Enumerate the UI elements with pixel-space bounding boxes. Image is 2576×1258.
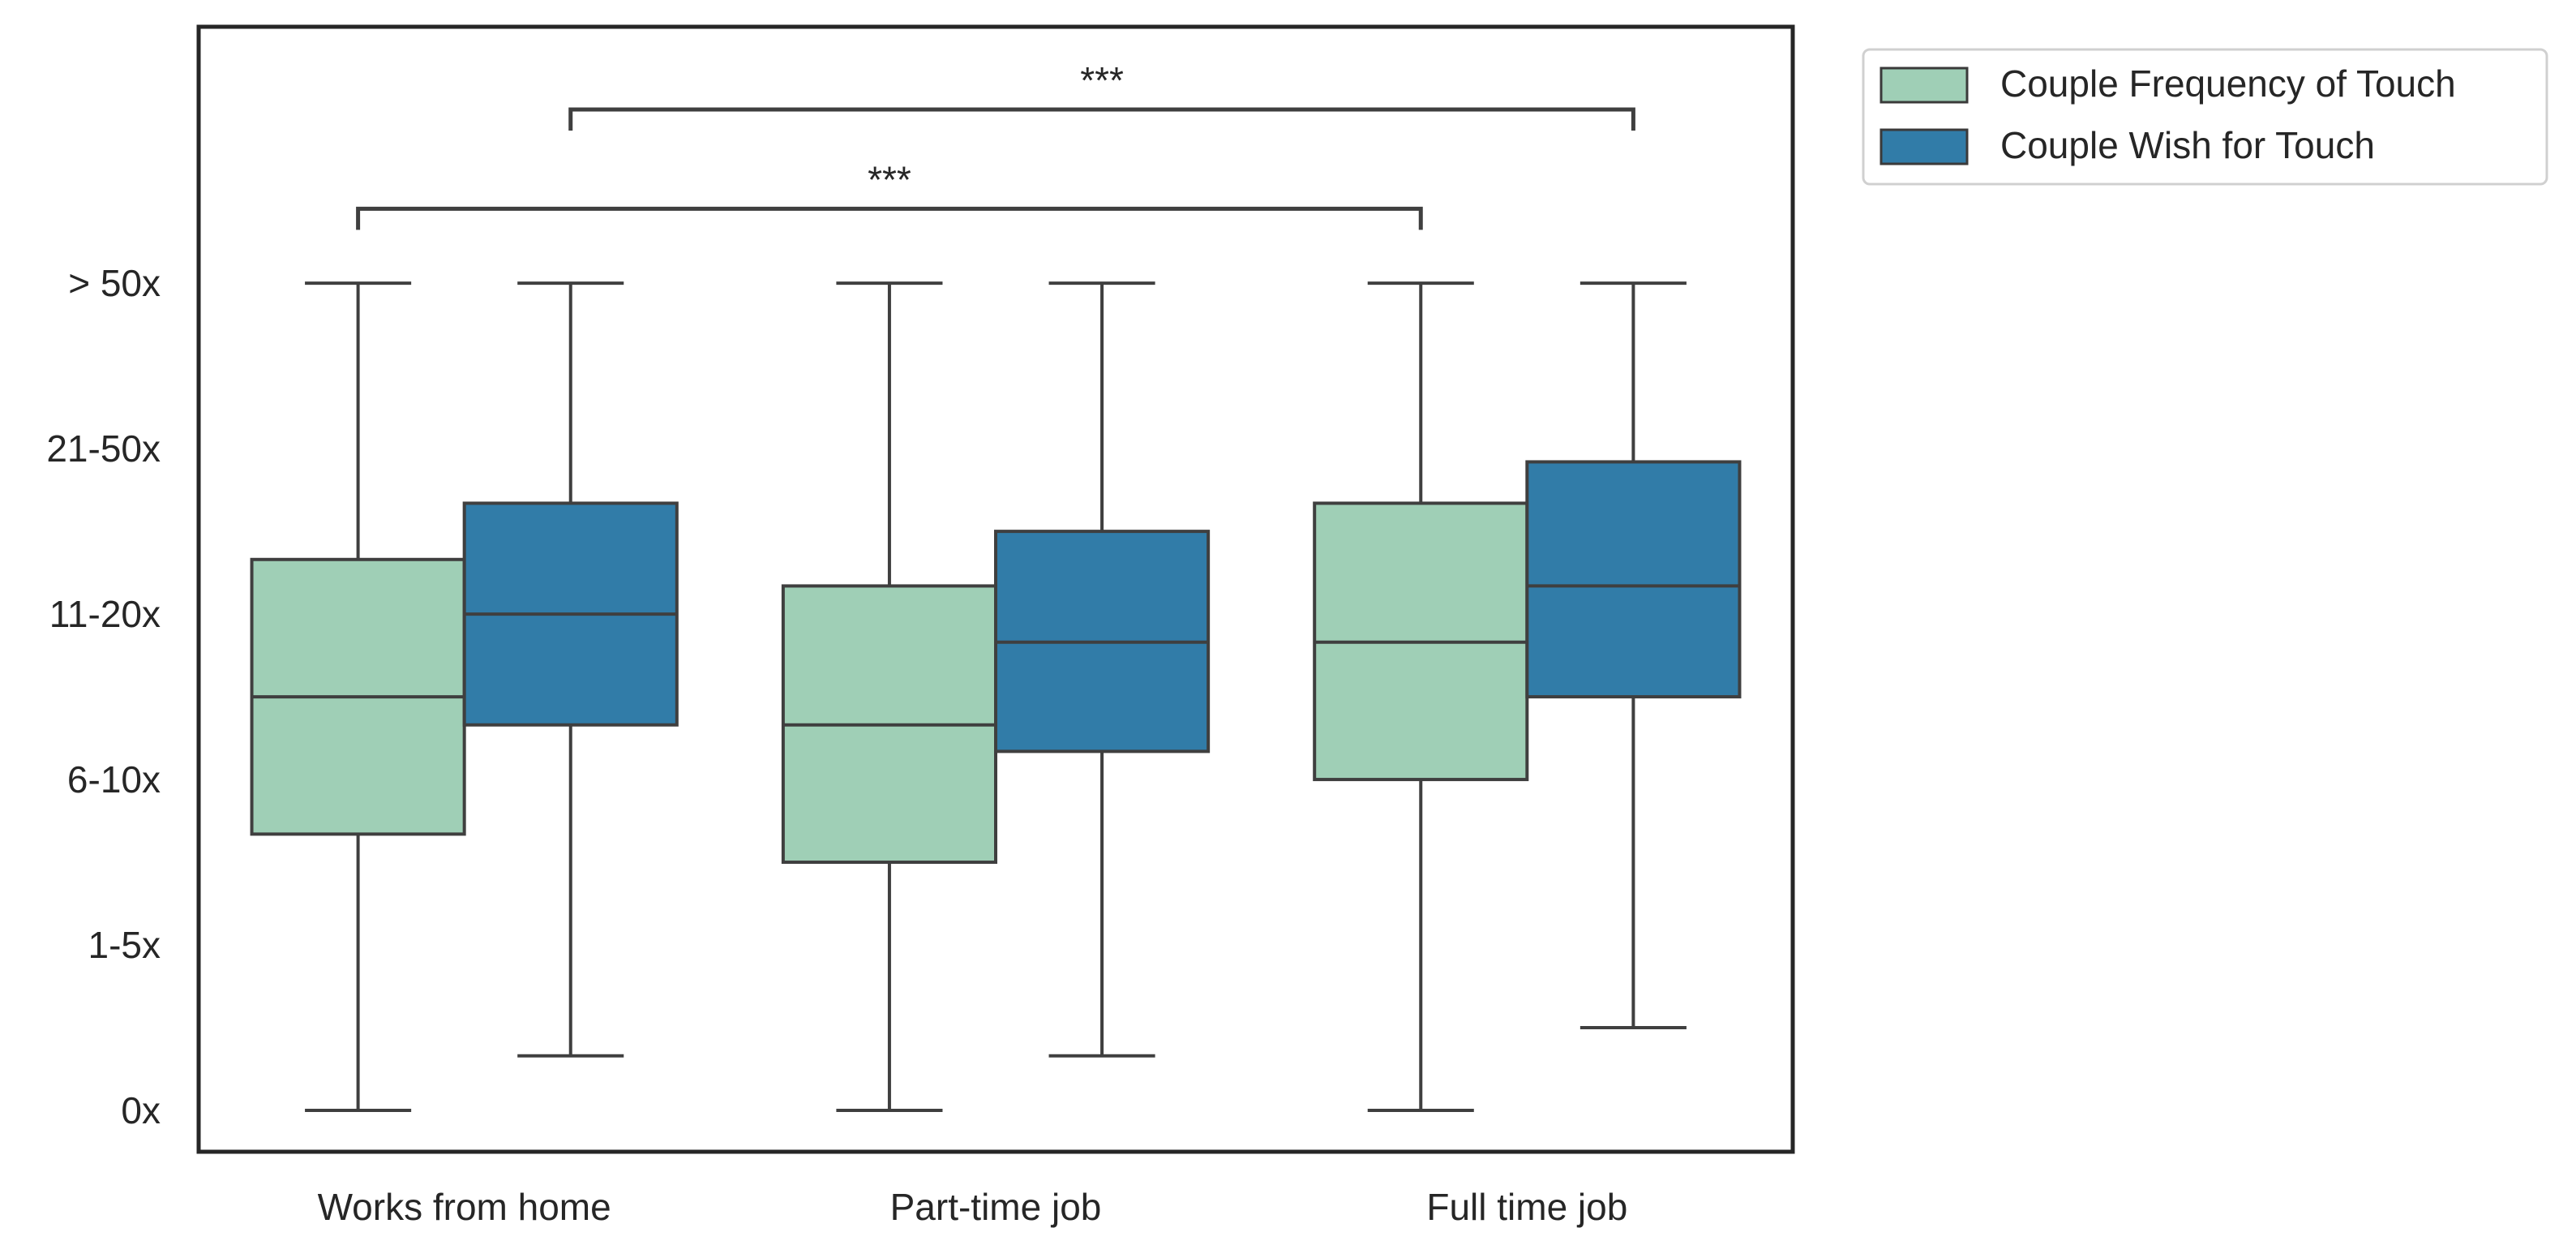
y-axis: 0x 1-5x 6-10x 11-20x 21-50x > 50x — [46, 262, 161, 1131]
y-tick-label: 0x — [121, 1089, 161, 1131]
legend-label-frequency: Couple Frequency of Touch — [2000, 62, 2456, 105]
x-axis: Works from home Part-time job Full time jo… — [318, 1186, 1628, 1228]
y-tick-label: 21-50x — [46, 427, 161, 470]
significance-label: *** — [1080, 59, 1124, 101]
y-tick-label: 11-20x — [49, 593, 161, 635]
x-tick-label: Part-time job — [890, 1186, 1102, 1228]
y-tick-label: > 50x — [68, 262, 161, 304]
legend-swatch-frequency — [1879, 67, 1969, 104]
x-tick-label: Works from home — [318, 1186, 611, 1228]
significance-bracket — [568, 107, 1635, 131]
significance-annotations: *** *** — [356, 59, 1635, 230]
significance-bracket — [356, 206, 1423, 230]
y-tick-label: 6-10x — [67, 758, 161, 801]
significance-label: *** — [868, 158, 911, 200]
box — [1525, 460, 1742, 699]
plot-frame — [196, 24, 1795, 1154]
legend-frame — [1862, 48, 2548, 186]
legend-swatch-wish — [1879, 128, 1969, 165]
x-tick-label: Full time job — [1426, 1186, 1627, 1228]
legend-label-wish: Couple Wish for Touch — [2000, 124, 2375, 166]
boxes — [250, 281, 1742, 1113]
y-tick-label: 1-5x — [88, 924, 161, 966]
legend: Couple Frequency of Touch Couple Wish fo… — [1862, 48, 2548, 186]
